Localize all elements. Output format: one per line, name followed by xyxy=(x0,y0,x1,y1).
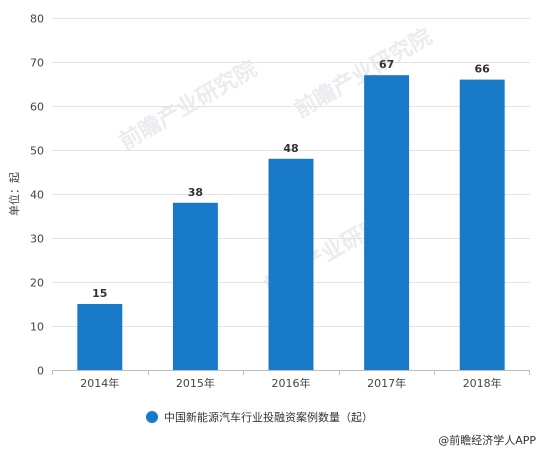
data-label: 48 xyxy=(283,142,298,155)
data-label: 66 xyxy=(475,63,491,76)
legend: 中国新能源汽车行业投融资案例数量（起） xyxy=(146,410,373,424)
data-labels: 15 38 48 67 66 xyxy=(92,58,490,300)
y-tick-label: 50 xyxy=(30,145,44,158)
x-axis-ticks: 2014年 2015年 2016年 2017年 2018年 xyxy=(52,370,530,390)
y-tick-label: 0 xyxy=(37,365,44,378)
y-tick-label: 60 xyxy=(30,101,44,114)
x-tick-label: 2015年 xyxy=(176,376,215,390)
bar xyxy=(268,158,314,370)
y-tick-label: 40 xyxy=(30,189,44,202)
watermark-text: 前瞻产业研究院 xyxy=(115,56,261,156)
legend-marker xyxy=(146,411,158,423)
bar xyxy=(459,79,505,370)
y-axis-ticks: 0 10 20 30 40 50 60 70 80 xyxy=(30,13,44,378)
bar xyxy=(172,202,218,370)
data-label: 15 xyxy=(92,287,107,300)
watermark-text: 前瞻产业研究院 xyxy=(290,24,436,124)
bars xyxy=(77,75,505,370)
y-axis-label: 单位：起 xyxy=(7,172,21,216)
source-credit: @前瞻经济学人APP xyxy=(438,433,536,447)
y-tick-label: 10 xyxy=(30,321,44,334)
bar xyxy=(77,304,123,370)
data-label: 67 xyxy=(379,58,394,71)
x-tick-label: 2017年 xyxy=(367,376,406,390)
y-tick-label: 20 xyxy=(30,277,44,290)
bar xyxy=(364,75,410,370)
y-tick-label: 70 xyxy=(30,57,44,70)
x-tick-label: 2018年 xyxy=(463,376,502,390)
x-tick-label: 2016年 xyxy=(272,376,311,390)
x-tick-label: 2014年 xyxy=(80,376,119,390)
legend-label: 中国新能源汽车行业投融资案例数量（起） xyxy=(164,410,373,424)
y-tick-label: 80 xyxy=(30,13,44,26)
y-tick-label: 30 xyxy=(30,233,44,246)
data-label: 38 xyxy=(188,186,203,199)
